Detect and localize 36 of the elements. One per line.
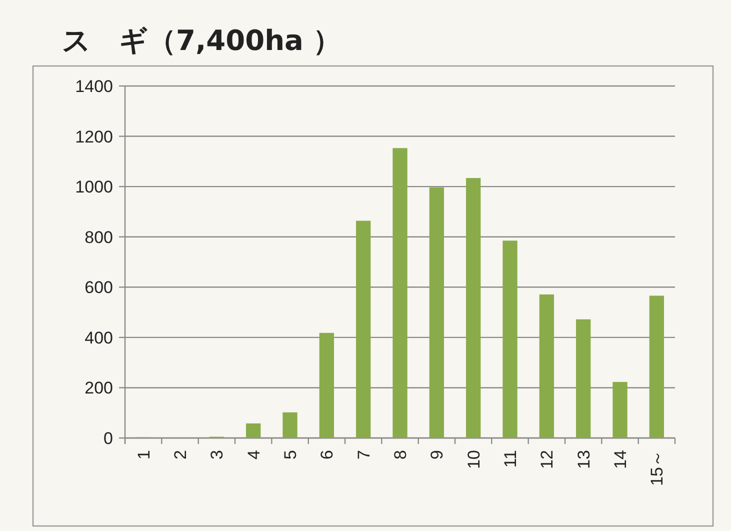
bar	[539, 294, 554, 438]
bar	[649, 296, 664, 438]
x-tick-label: 2	[171, 450, 190, 460]
x-tick-label: 12	[538, 450, 557, 469]
y-tick-label: 800	[84, 228, 113, 247]
x-tick-label: 13	[574, 450, 594, 469]
bar	[392, 148, 408, 438]
x-tick-label: 7	[354, 450, 374, 460]
bar	[576, 319, 591, 438]
x-tick-label: 14	[611, 450, 630, 469]
x-tick-label: 6	[318, 450, 337, 460]
bar	[356, 220, 371, 438]
y-tick-label: 600	[84, 278, 113, 298]
x-tick-label: 5	[281, 450, 300, 460]
x-tick-label: 11	[501, 450, 520, 468]
y-tick-label: 0	[104, 429, 113, 448]
bar	[246, 423, 261, 438]
y-tick-label: 1200	[75, 127, 113, 146]
x-tick-label: 8	[391, 450, 410, 460]
y-tick-label: 1000	[75, 178, 113, 197]
x-tick-label: 15～	[648, 450, 667, 486]
y-tick-label: 200	[84, 378, 113, 398]
bar	[612, 382, 628, 438]
x-tick-label: 10	[464, 450, 484, 469]
bar	[429, 187, 444, 438]
bar	[319, 332, 334, 438]
x-tick-label: 1	[134, 450, 154, 460]
chart-title: ス ギ（7,400ha ）	[62, 24, 342, 57]
y-tick-label: 1400	[75, 77, 113, 96]
bar	[282, 412, 298, 438]
x-tick-label: 9	[428, 450, 447, 460]
x-tick-label: 4	[244, 450, 264, 460]
bar	[466, 178, 481, 438]
bar	[502, 240, 518, 438]
y-tick-label: 400	[84, 328, 113, 348]
x-tick-label: 3	[208, 450, 227, 460]
